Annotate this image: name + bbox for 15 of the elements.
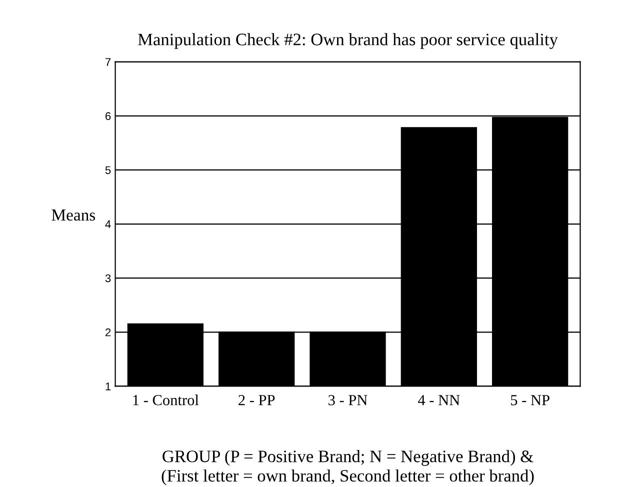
y-tick-label: 4 <box>105 220 111 228</box>
y-tick-label: 6 <box>106 112 111 120</box>
x-tick-label: 5 - NP <box>511 395 550 406</box>
x-tick-label: 4 - NN <box>418 395 460 406</box>
y-tick-label: 7 <box>106 58 111 66</box>
x-axis-title: GROUP (P = Positive Brand; N = Negative Brand) & (First letter = own brand, Second letter = other brand) <box>162 450 534 486</box>
x-tick-label: 2 - PP <box>238 395 275 406</box>
y-tick-label: 3 <box>105 274 111 282</box>
y-tick-label: 2 <box>106 328 111 336</box>
y-tick-label: 1 <box>106 382 111 390</box>
x-tick-label: 3 - PN <box>328 395 368 406</box>
x-tick-label: 1 - Control <box>133 394 199 406</box>
chart-title: Manipulation Check #2: Own brand has poor service quality <box>138 33 558 49</box>
y-tick-label: 5 <box>105 166 111 174</box>
y-axis-title: Means <box>52 210 96 221</box>
